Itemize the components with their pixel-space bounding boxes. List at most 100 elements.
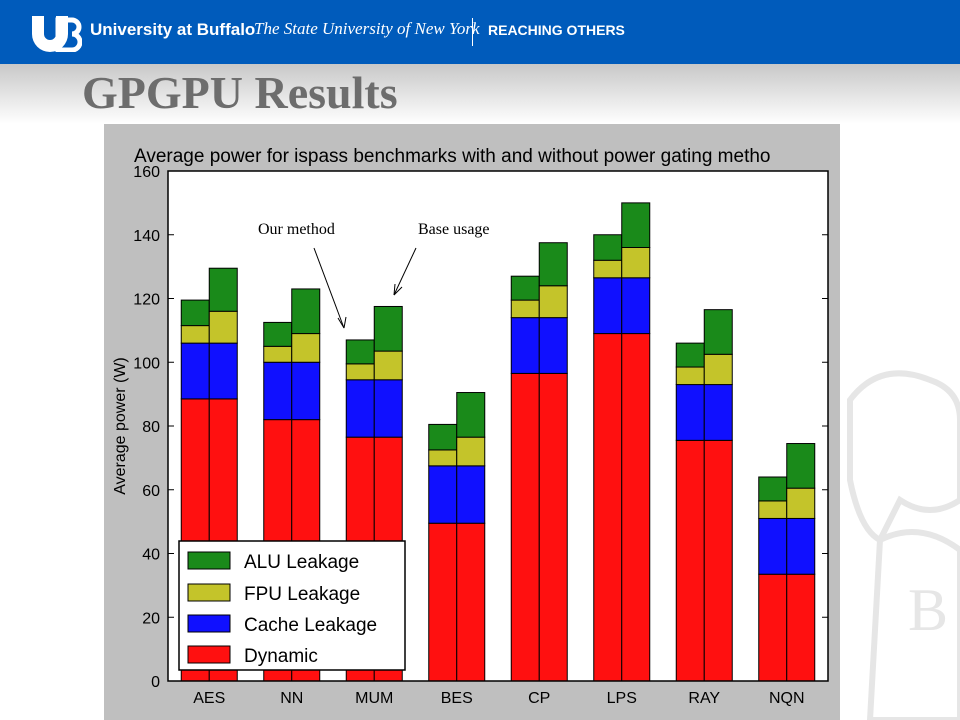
header-bar: University at Buffalo The State Universi… [0,0,960,64]
bar-mum-our-method-alu-leakage [345,339,375,365]
y-tick-label-100: 100 [133,355,160,372]
x-tick-label-cp: CP [528,690,550,707]
page-title: GPGPU Results [82,67,398,118]
bar-lps-our-method-fpu-leakage [593,259,623,279]
bar-lps-our-method-cache-leakage [593,277,623,335]
bar-nqn-our-method-cache-leakage [758,517,788,575]
plot-border [167,170,829,682]
bar-aes-our-method-cache-leakage [180,342,210,400]
bar-ray-base-usage-cache-leakage [703,384,733,441]
bar-ray-base-usage-fpu-leakage [703,353,733,386]
bar-nn-our-method-fpu-leakage [263,345,293,363]
bar-nn-base-usage-fpu-leakage [291,333,321,363]
x-tick-label-ray: RAY [688,690,720,707]
legend-label-cache: Cache Leakage [244,615,377,636]
annotation-group: Our method Base usage [258,221,490,329]
bar-ray-our-method-dynamic [675,439,705,682]
y-tick-label-80: 80 [142,419,160,436]
bar-lps-base-usage-dynamic [621,333,651,682]
bar-ray-base-usage-alu-leakage [703,309,733,355]
bar-bes-base-usage-alu-leakage [456,392,486,438]
y-tick-label-60: 60 [142,483,160,500]
bar-nqn-base-usage-dynamic [786,573,816,682]
bar-cp-our-method-dynamic [510,372,540,682]
bar-mum-our-method-cache-leakage [345,379,375,438]
legend-swatch-dynamic [187,645,231,664]
title-band [0,64,960,124]
bar-bes-base-usage-fpu-leakage [456,436,486,467]
x-tick-label-aes: AES [193,690,225,707]
y-tick-label-120: 120 [133,292,160,309]
bar-aes-our-method-alu-leakage [180,299,210,327]
arrowhead-base-usage [393,283,403,296]
system-name: The State University of New York [254,19,480,38]
arrow-base-usage [393,247,417,296]
bar-cp-base-usage-fpu-leakage [538,285,568,319]
x-tick-label-mum: MUM [355,690,393,707]
bar-aes-base-usage-alu-leakage [208,267,238,312]
bar-ray-base-usage-dynamic [703,439,733,682]
bar-bes-our-method-alu-leakage [428,423,458,451]
bar-bes-our-method-cache-leakage [428,465,458,524]
svg-text:B: B [908,577,948,643]
chart-frame: AES NN MUM BES CP LPS RAY NQN 0 20 40 60 80 100 120 140… [104,124,840,720]
chart-title: Average power for ispass benchmarks with… [134,146,771,167]
annotation-base-usage: Base usage [418,221,490,238]
legend-swatch-alu [187,551,231,570]
header-tagline: REACHING OTHERS [488,22,625,38]
bar-cp-our-method-fpu-leakage [510,299,540,319]
bar-aes-base-usage-cache-leakage [208,342,238,400]
arrowhead-our-method [337,316,347,329]
arrow-our-method [313,247,345,329]
x-tick-label-nqn: NQN [769,690,805,707]
bar-mum-base-usage-cache-leakage [373,379,403,438]
bar-nn-our-method-alu-leakage [263,321,293,347]
buffalo-watermark-icon: B [847,370,960,720]
bar-nqn-our-method-dynamic [758,573,788,682]
stacked-bar-chart: AES NN MUM BES CP LPS RAY NQN 0 20 40 60 80 100 120 140… [112,146,829,707]
legend-label-fpu: FPU Leakage [244,584,360,605]
bar-cp-our-method-alu-leakage [510,275,540,301]
university-name: University at Buffalo [90,20,256,39]
bar-bes-base-usage-dynamic [456,522,486,682]
bar-cp-base-usage-alu-leakage [538,242,568,287]
x-tick-label-lps: LPS [607,690,637,707]
bar-mum-base-usage-fpu-leakage [373,350,403,381]
bar-nqn-our-method-alu-leakage [758,476,788,502]
legend-label-alu: ALU Leakage [244,552,359,573]
header-divider [472,18,473,46]
annotation-our-method: Our method [258,221,335,238]
bar-mum-our-method-fpu-leakage [345,363,375,381]
bar-ray-our-method-fpu-leakage [675,366,705,386]
bar-ray-our-method-alu-leakage [675,342,705,368]
bar-cp-base-usage-cache-leakage [538,317,568,374]
legend-label-dynamic: Dynamic [244,646,318,667]
y-tick-label-160: 160 [133,164,160,181]
bar-nqn-our-method-fpu-leakage [758,500,788,519]
legend: ALU Leakage FPU Leakage Cache Leakage Dy… [178,540,406,671]
bar-lps-base-usage-alu-leakage [621,202,651,248]
x-tick-label-nn: NN [280,690,303,707]
y-axis-label: Average power (W) [112,357,129,495]
bar-nqn-base-usage-fpu-leakage [786,487,816,519]
bar-lps-base-usage-cache-leakage [621,277,651,335]
bar-ray-our-method-cache-leakage [675,384,705,441]
bar-nn-base-usage-cache-leakage [291,361,321,421]
bar-bes-our-method-fpu-leakage [428,449,458,467]
bar-bes-our-method-dynamic [428,522,458,682]
ub-logo-icon [32,16,82,52]
y-tick-label-40: 40 [142,547,160,564]
bar-lps-our-method-dynamic [593,333,623,682]
bar-mum-base-usage-alu-leakage [373,305,403,352]
bar-lps-our-method-alu-leakage [593,234,623,261]
bar-aes-our-method-fpu-leakage [180,325,210,344]
legend-swatch-cache [187,614,231,633]
legend-swatch-fpu [187,583,231,602]
bar-lps-base-usage-fpu-leakage [621,247,651,279]
y-tick-label-20: 20 [142,610,160,627]
bar-bes-base-usage-cache-leakage [456,465,486,524]
y-tick-label-0: 0 [151,674,160,691]
bar-cp-base-usage-dynamic [538,372,568,682]
bar-nn-base-usage-alu-leakage [291,288,321,335]
bar-aes-base-usage-fpu-leakage [208,310,238,344]
